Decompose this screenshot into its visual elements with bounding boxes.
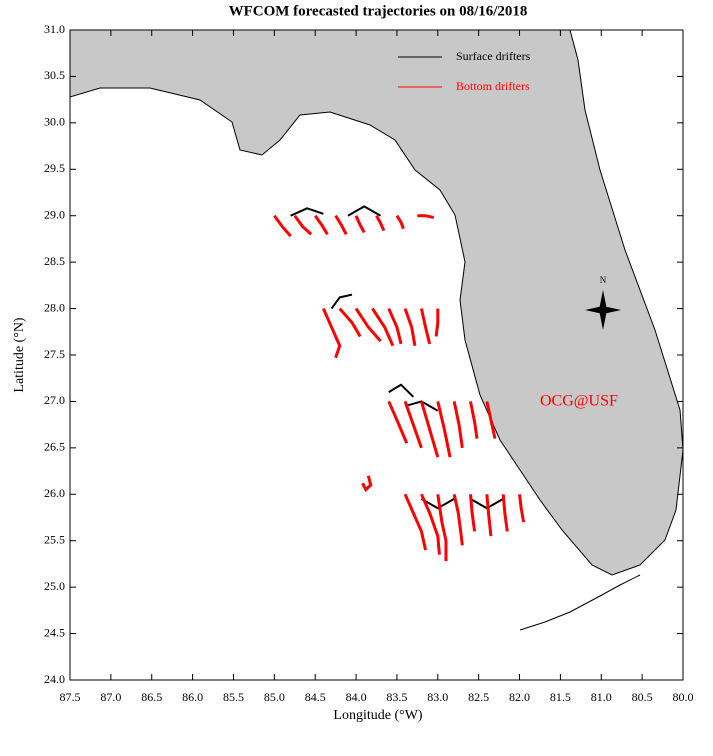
x-tick-label: 83.5 [386,690,407,704]
y-tick-label: 29.0 [44,207,65,221]
trajectory [354,215,366,234]
y-tick-label: 25.0 [44,579,65,593]
y-tick-label: 26.0 [44,486,65,500]
x-tick-label: 80.0 [673,690,694,704]
trajectory [322,307,342,359]
y-tick-label: 30.5 [44,68,65,82]
trajectory [417,214,435,220]
trajectory [354,307,382,343]
y-tick-label: 31.0 [44,22,65,36]
trajectory [452,493,464,546]
x-tick-label: 84.0 [346,690,367,704]
y-axis-label: Latitude (°N) [12,317,27,393]
compass-label: N [600,275,607,285]
x-tick-label: 81.5 [550,690,571,704]
florida-land [69,29,684,576]
trajectory [485,494,493,537]
florida-keys [519,574,641,631]
x-tick-label: 86.0 [182,690,203,704]
trajectory [403,400,423,449]
trajectory [388,383,414,398]
trajectory [420,493,441,555]
trajectory [273,214,292,238]
trajectory [468,494,477,532]
trajectory [371,307,395,347]
y-tick-label: 30.0 [44,115,65,129]
x-tick-label: 85.5 [223,690,244,704]
trajectory [334,214,348,235]
trajectory [375,214,386,232]
trajectory [290,207,324,217]
y-tick-label: 29.5 [44,161,65,175]
y-tick-label: 26.5 [44,440,65,454]
annotation: OCG@USF [540,393,618,410]
y-tick-label: 27.0 [44,393,65,407]
trajectory [518,494,526,523]
x-tick-label: 87.0 [100,690,121,704]
x-tick-label: 85.0 [264,690,285,704]
x-tick-label: 82.5 [468,690,489,704]
trajectory [313,214,329,236]
trajectory [387,400,409,444]
y-tick-label: 25.5 [44,532,65,546]
trajectory [403,493,428,551]
y-tick-label: 28.5 [44,254,65,268]
trajectory [420,401,440,458]
y-tick-label: 28.0 [44,300,65,314]
y-tick-label: 24.0 [44,672,65,686]
x-tick-label: 81.0 [591,690,612,704]
trajectory [403,308,417,346]
legend-label: Bottom drifters [456,79,530,93]
trajectory [387,307,403,345]
trajectory [452,401,464,449]
compass-rose [585,306,621,314]
x-tick-label: 86.5 [141,690,162,704]
trajectory [436,401,452,458]
trajectory [469,401,479,439]
trajectory [419,308,432,345]
x-tick-label: 87.5 [60,690,81,704]
trajectory [501,494,509,532]
x-tick-label: 83.0 [427,690,448,704]
x-tick-label: 84.5 [305,690,326,704]
legend-label: Surface drifters [456,49,531,63]
chart-title: WFCOM forecasted trajectories on 08/16/2… [229,3,528,19]
trajectory [420,498,455,510]
trajectory [330,293,353,310]
trajectory [338,307,362,338]
trajectory [436,494,448,562]
compass: N [585,275,621,330]
x-axis-label: Longitude (°W) [333,708,423,723]
trajectory [293,214,313,236]
trajectory [361,475,373,493]
trajectory [395,214,405,230]
trajectory [434,308,440,337]
y-tick-label: 27.5 [44,347,65,361]
trajectory [347,205,382,217]
trajectory [485,401,497,439]
x-tick-label: 82.0 [509,690,530,704]
x-tick-label: 80.5 [632,690,653,704]
y-tick-label: 24.5 [44,625,65,639]
